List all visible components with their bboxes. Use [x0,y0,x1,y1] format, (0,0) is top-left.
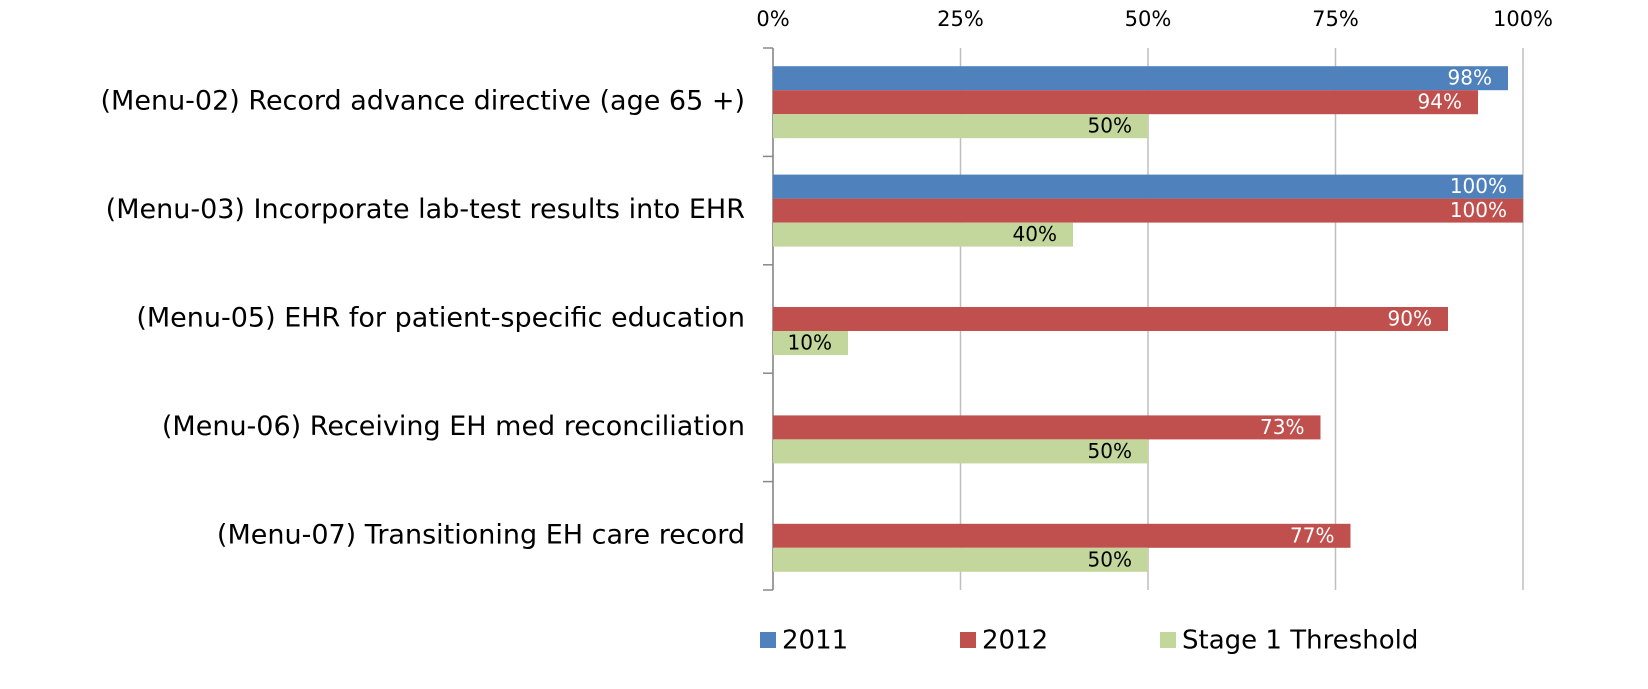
bar [773,307,1448,331]
bar [773,222,1073,247]
bar [773,415,1321,440]
legend-swatch [1160,632,1176,648]
value-label: 40% [1013,222,1057,246]
category-label: (Menu-07) Transitioning EH care record [217,519,745,550]
bar [773,523,1351,548]
category-label: (Menu-03) Incorporate lab-test results i… [106,194,745,225]
category-label: (Menu-05) EHR for patient-specific educa… [136,303,745,334]
bar [773,547,1148,572]
value-label: 77% [1290,523,1334,547]
category-label: (Menu-02) Record advance directive (age … [101,86,745,117]
legend-swatch [760,632,776,648]
x-tick-label: 75% [1312,7,1359,31]
x-tick-label: 0% [756,7,789,31]
value-label: 50% [1088,547,1132,571]
value-label: 73% [1260,415,1304,439]
value-label: 90% [1388,307,1432,331]
bar [773,198,1523,223]
value-label: 100% [1450,198,1507,222]
legend-label: 2011 [782,626,848,656]
x-tick-label: 50% [1125,7,1172,31]
category-label: (Menu-06) Receiving EH med reconciliatio… [162,411,745,442]
value-label: 94% [1418,90,1462,114]
legend-label: 2012 [982,626,1048,656]
value-label: 50% [1088,439,1132,463]
bar [773,114,1148,139]
x-tick-label: 25% [937,7,984,31]
value-label: 100% [1450,174,1507,198]
legend-swatch [960,632,976,648]
bar [773,90,1478,115]
bar [773,174,1523,199]
bar [773,439,1148,464]
x-tick-label: 100% [1493,7,1553,31]
bar [773,331,848,355]
bar [773,66,1508,91]
legend-label: Stage 1 Threshold [1182,626,1418,656]
value-label: 10% [788,331,832,355]
value-label: 50% [1088,114,1132,138]
value-label: 98% [1448,66,1492,90]
